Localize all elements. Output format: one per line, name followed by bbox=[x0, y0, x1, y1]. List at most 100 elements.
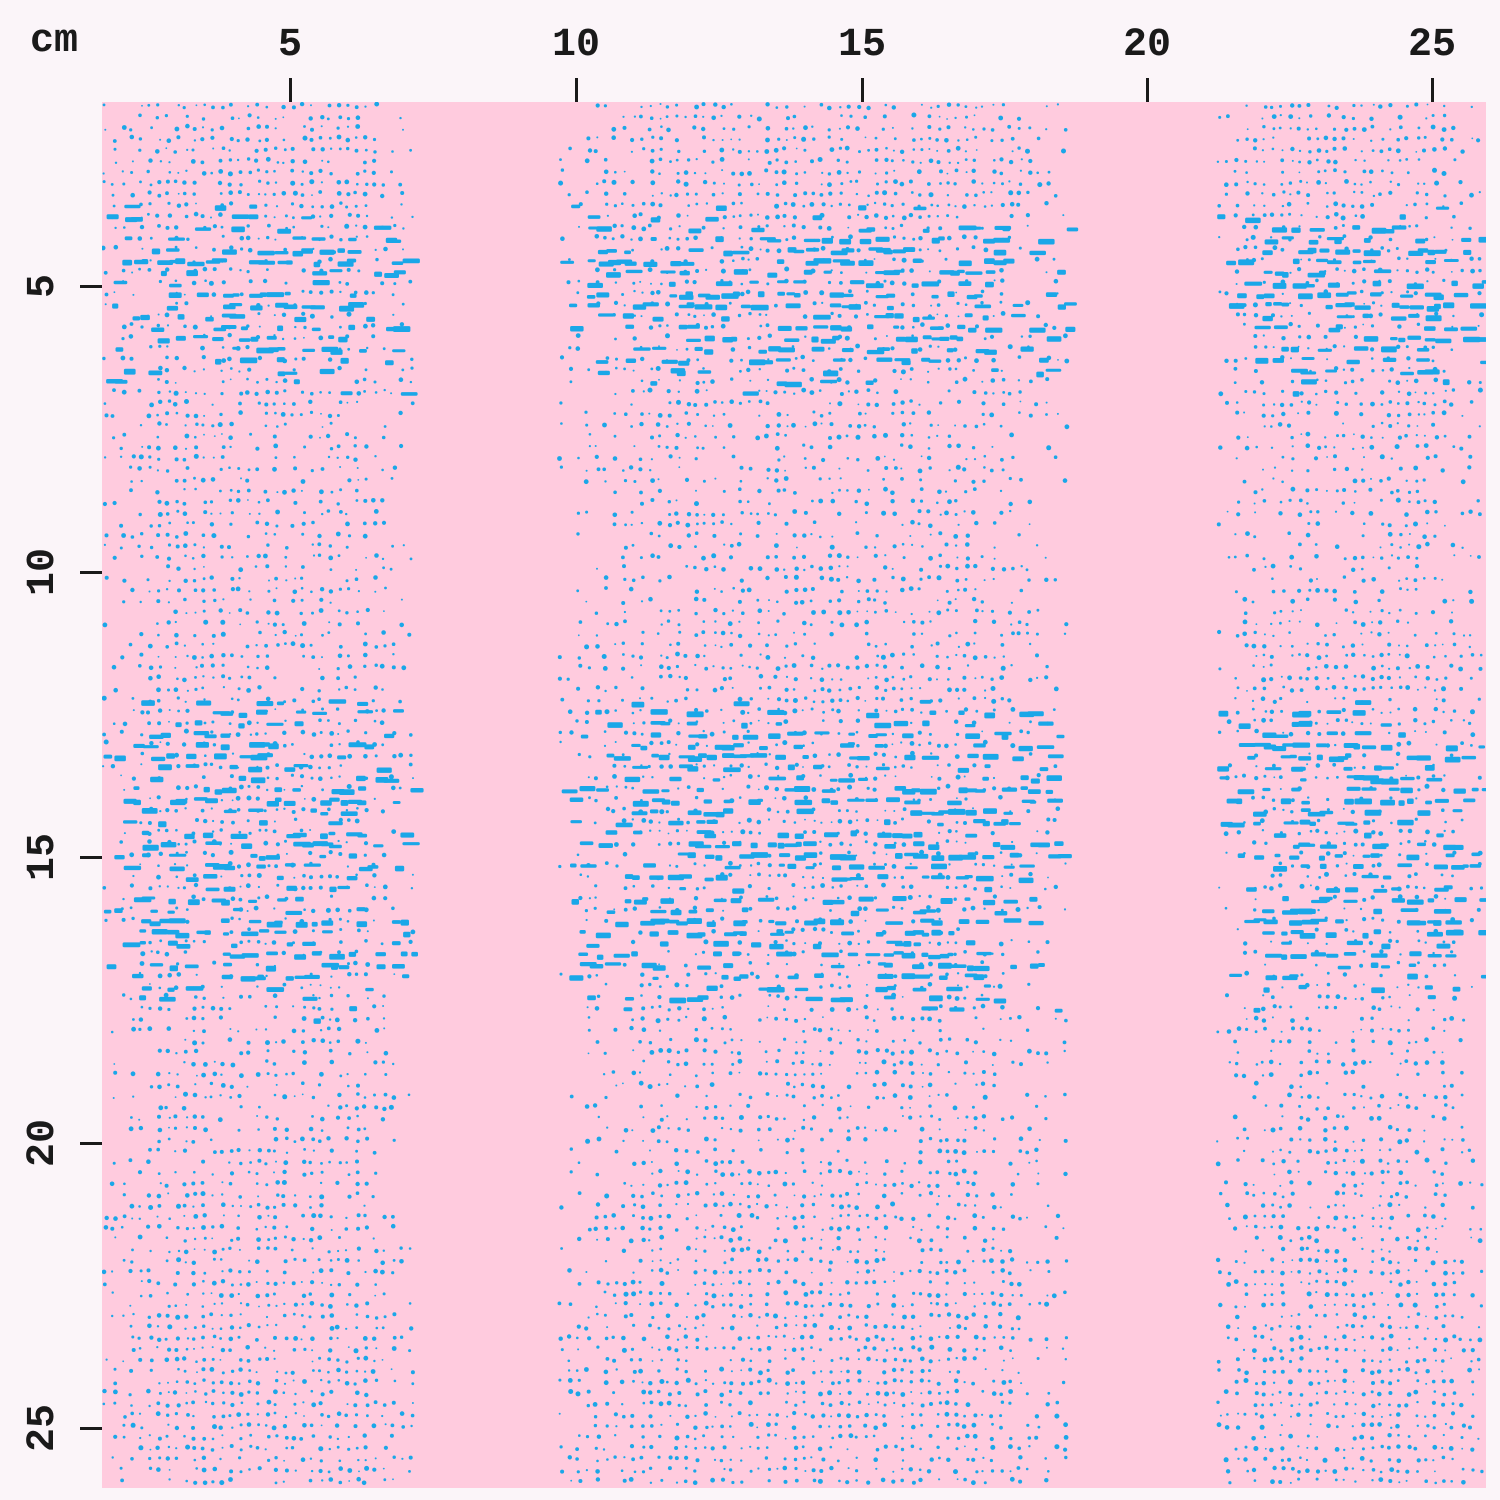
print-dot bbox=[292, 941, 295, 945]
print-dot bbox=[131, 1217, 134, 1220]
print-dot bbox=[1001, 182, 1004, 186]
print-dot bbox=[584, 410, 588, 414]
print-dot bbox=[740, 282, 744, 286]
print-dot bbox=[930, 203, 934, 207]
print-dot bbox=[256, 701, 274, 707]
print-dot bbox=[827, 128, 831, 132]
print-dot bbox=[658, 821, 661, 824]
print-dot bbox=[322, 930, 333, 934]
print-dot bbox=[694, 589, 700, 594]
print-dot bbox=[809, 202, 815, 207]
print-dot bbox=[166, 324, 170, 327]
print-dot bbox=[802, 279, 807, 284]
print-dot bbox=[257, 355, 263, 361]
print-dot bbox=[410, 357, 414, 361]
print-dot bbox=[613, 756, 631, 761]
print-dot bbox=[329, 797, 340, 802]
print-dot bbox=[239, 1073, 244, 1079]
print-dot bbox=[720, 708, 723, 712]
print-dot bbox=[137, 236, 143, 241]
print-dot bbox=[695, 323, 700, 328]
print-dot bbox=[711, 425, 714, 427]
print-dot bbox=[793, 631, 795, 634]
print-dot bbox=[990, 831, 995, 836]
print-dot bbox=[113, 1367, 117, 1371]
print-dot bbox=[402, 544, 405, 547]
print-dot bbox=[856, 744, 860, 748]
print-dot bbox=[956, 443, 961, 449]
print-dot bbox=[606, 272, 621, 278]
print-dot bbox=[320, 125, 323, 128]
print-dot bbox=[209, 653, 214, 659]
print-dot bbox=[882, 347, 885, 350]
print-dot bbox=[930, 106, 933, 109]
print-dot bbox=[175, 301, 178, 305]
print-dot bbox=[358, 786, 367, 791]
print-dot bbox=[365, 556, 367, 559]
print-dot bbox=[1017, 355, 1022, 359]
print-dot bbox=[203, 1271, 207, 1275]
print-dot bbox=[320, 833, 328, 840]
print-dot bbox=[157, 1114, 161, 1119]
top-tick-mark bbox=[575, 78, 578, 102]
print-dot bbox=[240, 874, 244, 878]
print-dot bbox=[157, 973, 163, 979]
print-dot bbox=[847, 784, 853, 790]
print-dot bbox=[621, 555, 625, 560]
print-dot bbox=[849, 180, 853, 183]
print-dot bbox=[311, 327, 321, 332]
print-dot bbox=[249, 1161, 253, 1164]
print-dot bbox=[164, 114, 168, 118]
print-dot bbox=[830, 620, 834, 624]
print-dot bbox=[909, 675, 913, 679]
print-dot bbox=[112, 1097, 115, 1099]
print-dot bbox=[703, 513, 706, 516]
print-dot bbox=[201, 656, 204, 659]
print-dot bbox=[239, 1105, 243, 1109]
print-dot bbox=[258, 325, 261, 328]
print-dot bbox=[884, 677, 889, 683]
print-dot bbox=[854, 797, 859, 802]
print-dot bbox=[974, 358, 979, 364]
print-dot bbox=[300, 986, 304, 990]
print-dot bbox=[685, 688, 690, 692]
print-dot bbox=[1036, 136, 1041, 141]
print-dot bbox=[139, 424, 143, 427]
print-dot bbox=[222, 1214, 225, 1217]
print-dot bbox=[302, 1423, 307, 1428]
print-dot bbox=[203, 721, 207, 725]
print-dot bbox=[702, 764, 706, 768]
print-dot bbox=[1011, 631, 1015, 636]
print-dot bbox=[685, 564, 689, 568]
print-dot bbox=[831, 708, 835, 712]
print-dot bbox=[864, 631, 869, 636]
print-dot bbox=[264, 643, 268, 648]
print-dot bbox=[767, 842, 777, 848]
print-dot bbox=[365, 883, 369, 887]
print-dot bbox=[823, 270, 832, 274]
print-dot bbox=[757, 632, 761, 636]
print-dot bbox=[945, 323, 951, 328]
print-dot bbox=[827, 172, 832, 176]
print-dot bbox=[730, 522, 733, 526]
print-dot bbox=[391, 785, 396, 791]
print-dot bbox=[165, 267, 170, 272]
print-dot bbox=[258, 512, 261, 515]
print-dot bbox=[129, 883, 134, 888]
print-dot bbox=[318, 766, 321, 770]
print-dot bbox=[175, 291, 178, 294]
print-dot bbox=[292, 1312, 296, 1316]
print-dot bbox=[230, 1283, 234, 1287]
print-dot bbox=[204, 754, 207, 757]
print-dot bbox=[320, 1038, 326, 1043]
print-dot bbox=[167, 910, 175, 914]
print-dot bbox=[612, 512, 618, 518]
print-dot bbox=[111, 664, 117, 670]
print-dot bbox=[975, 709, 979, 713]
print-dot bbox=[325, 433, 331, 439]
print-dot bbox=[328, 1477, 334, 1482]
print-dot bbox=[402, 258, 420, 264]
print-dot bbox=[974, 135, 978, 139]
print-dot bbox=[912, 138, 916, 142]
print-dot bbox=[303, 908, 306, 911]
